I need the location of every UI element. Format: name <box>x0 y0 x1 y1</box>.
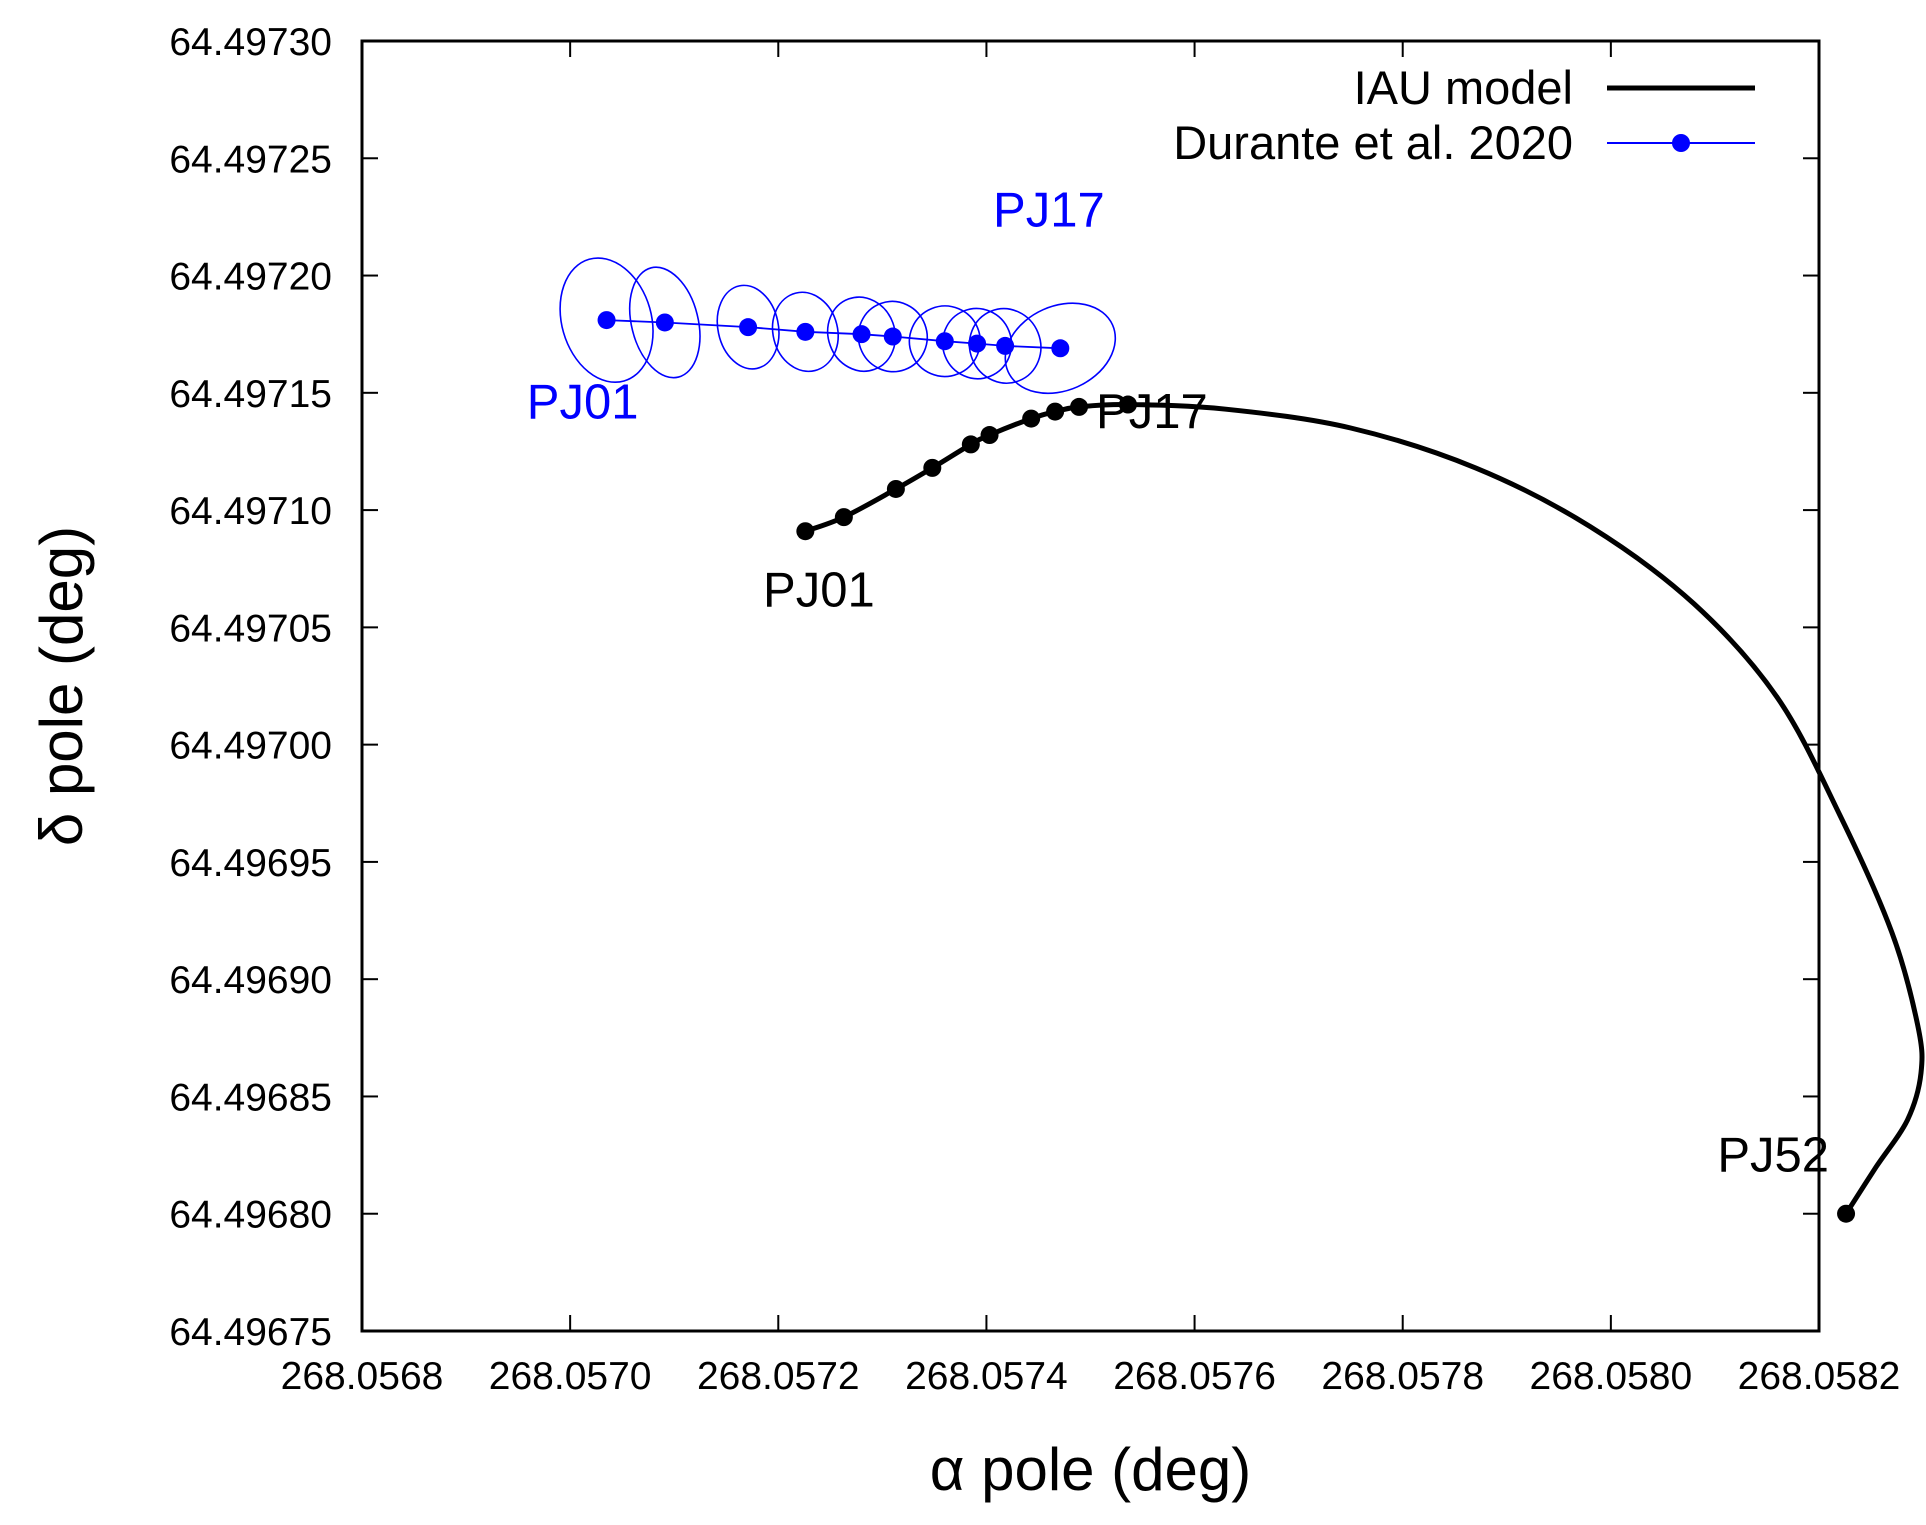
durante-2020-point <box>655 313 674 332</box>
legend-label-iau-model: IAU model <box>1354 61 1573 114</box>
error-ellipse <box>628 266 701 379</box>
iau-model-point <box>1837 1204 1856 1223</box>
error-ellipse <box>771 291 839 373</box>
durante-2020-point <box>739 318 758 337</box>
y-tick-label: 64.49695 <box>169 842 332 885</box>
error-ellipse <box>857 300 928 373</box>
y-tick-label: 64.49725 <box>169 138 332 181</box>
y-tick-label: 64.49730 <box>169 21 332 64</box>
x-tick-label: 268.0582 <box>1738 1355 1901 1398</box>
error-ellipse <box>826 296 897 373</box>
iau-model-point <box>1046 402 1065 421</box>
x-tick-label: 268.0572 <box>697 1355 860 1398</box>
x-tick-label: 268.0574 <box>905 1355 1068 1398</box>
iau-model-point <box>980 426 999 445</box>
error-ellipse <box>968 307 1042 384</box>
x-axis-title: α pole (deg) <box>930 1436 1252 1503</box>
x-tick-label: 268.0568 <box>281 1355 444 1398</box>
iau-model-point <box>1022 409 1041 428</box>
iau-model-point <box>961 435 980 454</box>
durante-2020-point <box>883 327 902 346</box>
y-tick-label: 64.49705 <box>169 607 332 650</box>
annotation-pj52-iau: PJ52 <box>1717 1129 1829 1183</box>
x-tick-label: 268.0578 <box>1321 1355 1484 1398</box>
y-tick-label: 64.49675 <box>169 1311 332 1354</box>
durante-2020-point <box>852 325 871 344</box>
axis-ticks-layer <box>361 40 1820 1332</box>
iau-model-point <box>1118 395 1137 414</box>
x-tick-label: 268.0570 <box>489 1355 652 1398</box>
error-ellipses-layer <box>559 257 1117 395</box>
annotation-pj01-iau: PJ01 <box>763 563 875 617</box>
annotation-pj17-durante: PJ17 <box>993 183 1105 237</box>
legend-label-durante-2020: Durante et al. 2020 <box>1173 116 1573 169</box>
durante-2020-point <box>796 322 815 341</box>
iau-model-point <box>796 522 815 541</box>
y-tick-label: 64.49700 <box>169 725 332 768</box>
error-ellipse <box>716 284 780 370</box>
iau-model-point <box>834 508 853 527</box>
durante-2020-point <box>597 311 616 330</box>
durante-2020-point <box>996 336 1015 355</box>
x-tick-label: 268.0576 <box>1113 1355 1276 1398</box>
error-ellipse <box>1004 302 1117 395</box>
iau-model-point <box>1070 397 1089 416</box>
y-tick-label: 64.49685 <box>169 1076 332 1119</box>
durante-2020-point <box>1051 339 1070 358</box>
durante-2020-point <box>968 334 987 353</box>
y-tick-label: 64.49715 <box>169 373 332 416</box>
legend-marker-durante-2020 <box>1672 134 1690 152</box>
annotation-pj17-iau: PJ17 <box>1096 385 1208 439</box>
durante-2020-point <box>935 332 954 351</box>
y-tick-label: 64.49690 <box>169 959 332 1002</box>
y-axis-tick-labels: 64.49675 64.49680 64.49685 64.49690 64.49695… <box>169 21 332 1354</box>
series-layer <box>597 311 1925 1223</box>
plot-area-frame <box>360 39 1821 1333</box>
y-tick-label: 64.49680 <box>169 1194 332 1237</box>
y-tick-label: 64.49710 <box>169 490 332 533</box>
y-axis-title: δ pole (deg) <box>28 526 95 846</box>
error-ellipse <box>908 305 981 378</box>
durante-2020-line <box>606 319 1061 350</box>
error-ellipse <box>941 307 1013 380</box>
iau-model-point <box>886 479 905 498</box>
annotation-pj01-durante: PJ01 <box>527 376 639 430</box>
iau-model-point <box>923 458 942 477</box>
x-tick-label: 268.0580 <box>1530 1355 1693 1398</box>
point-annotations: PJ17 PJ01 PJ17 PJ01 PJ52 <box>527 183 1829 1182</box>
legend: IAU model Durante et al. 2020 <box>1173 61 1755 169</box>
x-axis-tick-labels: 268.0568 268.0570 268.0572 268.0574 268.0576… <box>281 1355 1901 1398</box>
error-ellipse <box>559 257 654 384</box>
y-tick-label: 64.49720 <box>169 256 332 299</box>
